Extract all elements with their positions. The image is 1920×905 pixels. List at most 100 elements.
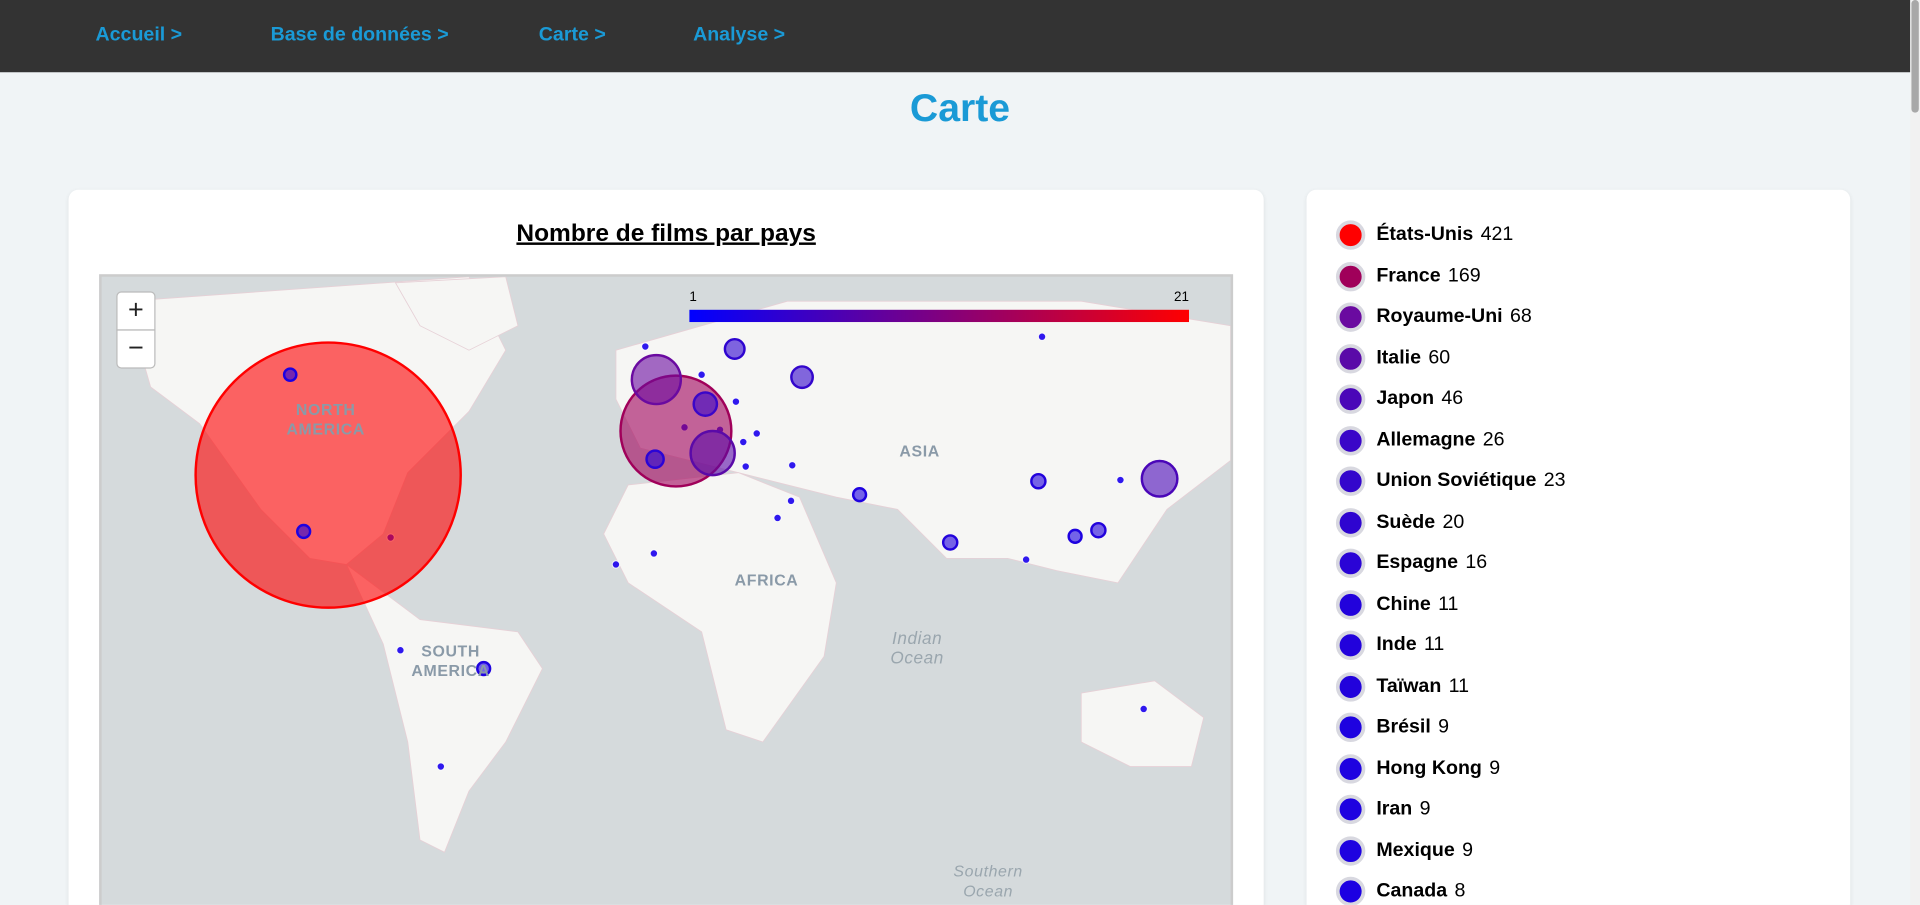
- map-label: AMERICA: [286, 422, 365, 439]
- map-dot: [731, 397, 741, 406]
- legend-dot: [1335, 425, 1366, 455]
- country-name: Brésil: [1376, 716, 1431, 738]
- scroll-thumb[interactable]: [1911, 0, 1919, 113]
- legend-item: Espagne 16: [1335, 547, 1487, 579]
- map-label: NORTH: [296, 402, 356, 419]
- country-count: 60: [1428, 347, 1451, 368]
- map-label: Ocean: [890, 648, 944, 668]
- country-bubble: [1030, 472, 1047, 490]
- color-scale: [689, 309, 1189, 323]
- map-dot: [396, 646, 405, 655]
- legend-dot: [1335, 220, 1366, 250]
- country-bubble: [790, 365, 814, 390]
- country-name: Espagne: [1376, 552, 1458, 574]
- map-dot: [786, 496, 796, 505]
- map-dot: [611, 560, 621, 569]
- country-name: Italie: [1376, 347, 1421, 368]
- scrollbar[interactable]: [1910, 0, 1920, 905]
- legend-item: France 169: [1335, 260, 1481, 292]
- map-dot: [788, 461, 797, 470]
- country-bubble: [476, 660, 492, 677]
- legend-dot: [1335, 835, 1366, 866]
- map-dot: [1021, 555, 1031, 564]
- map-label: AFRICA: [735, 572, 799, 589]
- country-name: Royaume-Uni: [1376, 306, 1503, 327]
- legend-dot: [1335, 753, 1366, 784]
- legend-item: Iran 9: [1335, 793, 1431, 825]
- nav-link[interactable]: Accueil >: [95, 24, 183, 46]
- map-title: Nombre de films par pays: [516, 220, 816, 248]
- country-count: 68: [1509, 306, 1532, 327]
- country-name: Canada: [1376, 880, 1448, 902]
- map-dot: [741, 462, 750, 471]
- country-bubble: [1140, 459, 1179, 498]
- legend-item: Italie 60: [1335, 342, 1451, 374]
- legend-dot: [1335, 589, 1366, 619]
- legend-dot: [1335, 261, 1366, 291]
- country-bubble: [282, 367, 298, 383]
- legend-item: Japon 46: [1335, 383, 1463, 415]
- legend-dot: [1335, 384, 1366, 414]
- map-label: ASIA: [899, 444, 939, 461]
- country-name: Iran: [1376, 798, 1413, 820]
- map[interactable]: 1 21 NORTH AMERICA SOUTH AMERICA ASIA AFRICA I…: [99, 274, 1234, 905]
- country-name: Chine: [1376, 593, 1431, 615]
- map-label: Southern: [953, 864, 1022, 881]
- country-count: 8: [1454, 880, 1466, 902]
- country-name: Mexique: [1376, 839, 1455, 861]
- legend-dot: [1335, 302, 1366, 332]
- country-count: 169: [1447, 265, 1481, 286]
- country-bubble: [194, 341, 462, 609]
- country-count: 11: [1423, 634, 1445, 656]
- legend-dot: [1335, 548, 1366, 578]
- country-name: Japon: [1376, 388, 1435, 409]
- legend-item: Chine 11: [1335, 588, 1459, 620]
- legend-item: Inde 11: [1335, 629, 1445, 661]
- map-label: AMERICA: [411, 663, 490, 680]
- country-count: 9: [1419, 798, 1431, 820]
- country-count: 11: [1438, 593, 1459, 615]
- country-count: 23: [1543, 470, 1566, 492]
- nav-link[interactable]: Carte >: [538, 24, 606, 46]
- country-name: Taïwan: [1376, 675, 1442, 697]
- nav-bar: Accueil > Base de données > Carte > Anal…: [0, 0, 1911, 73]
- country-count: 20: [1442, 511, 1465, 533]
- country-count: 9: [1438, 716, 1450, 738]
- country-bubble: [689, 429, 736, 477]
- map-dot: [1139, 704, 1148, 714]
- scale-max: 21: [1174, 289, 1189, 304]
- legend-item: Hong Kong 9: [1335, 752, 1500, 784]
- map-dot: [752, 429, 761, 438]
- legend-item: Royaume-Uni 68: [1335, 301, 1532, 333]
- country-bubble: [1067, 528, 1083, 544]
- legend-dot: [1335, 876, 1366, 905]
- legend-item: Brésil 9: [1335, 711, 1450, 743]
- map-dot: [697, 370, 706, 379]
- map-dot: [739, 437, 748, 447]
- nav-link[interactable]: Analyse >: [693, 24, 786, 46]
- legend-item: Allemagne 26: [1335, 424, 1505, 456]
- country-name: Inde: [1376, 634, 1417, 656]
- scale-min: 1: [689, 289, 696, 304]
- country-count: 26: [1482, 429, 1505, 451]
- country-bubble: [645, 449, 665, 469]
- zoom-in[interactable]: +: [116, 291, 156, 331]
- country-bubble: [941, 534, 959, 551]
- map-dot: [436, 762, 445, 771]
- legend-item: Union Soviétique 23: [1335, 465, 1566, 497]
- country-bubble: [630, 353, 683, 406]
- map-label: SOUTH: [421, 643, 480, 660]
- legend-dot: [1335, 671, 1366, 702]
- map-label: Ocean: [963, 883, 1013, 900]
- country-bubble: [851, 487, 868, 503]
- map-dot: [641, 342, 650, 351]
- country-count: 11: [1448, 675, 1469, 697]
- zoom-out[interactable]: −: [116, 329, 156, 369]
- country-name: Hong Kong: [1376, 757, 1482, 779]
- country-bubble: [1090, 521, 1107, 539]
- country-count: 421: [1480, 224, 1514, 245]
- nav-link[interactable]: Base de données >: [270, 24, 449, 46]
- legend-item: Taïwan 11: [1335, 670, 1469, 702]
